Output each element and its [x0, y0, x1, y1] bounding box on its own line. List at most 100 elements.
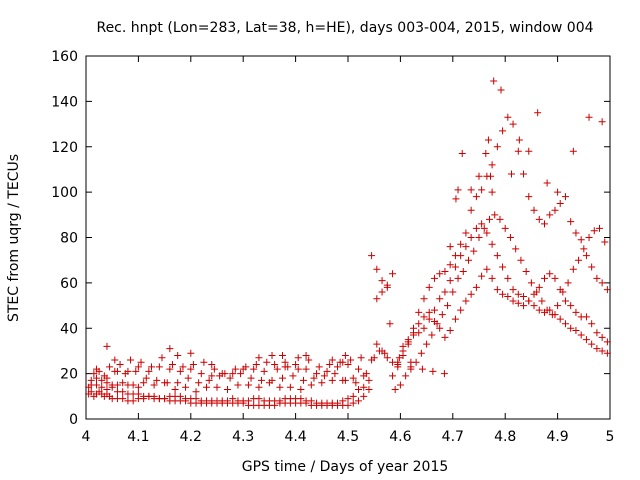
- data-point: [582, 313, 590, 321]
- data-point: [349, 399, 357, 407]
- data-point: [507, 170, 515, 178]
- data-point: [530, 206, 538, 214]
- data-point: [436, 295, 444, 303]
- data-point: [386, 320, 394, 328]
- data-point: [603, 338, 611, 346]
- data-point: [195, 379, 203, 387]
- data-point: [129, 381, 137, 389]
- y-axis: 0 20 40 60 80 100 120 140 160: [51, 49, 610, 428]
- data-point: [87, 376, 95, 384]
- data-point: [572, 308, 580, 316]
- data-point: [451, 263, 459, 271]
- data-point: [588, 340, 596, 348]
- data-point: [354, 397, 362, 405]
- data-point: [567, 302, 575, 310]
- data-point: [493, 252, 501, 260]
- data-point: [161, 395, 169, 403]
- data-point: [349, 392, 357, 400]
- x-axis: 4 4.1 4.2 4.3 4.4 4.5 4.6 4.7 4.8 4.9 5: [82, 56, 614, 445]
- data-point: [289, 372, 297, 380]
- data-point: [347, 356, 355, 364]
- data-point: [567, 324, 575, 332]
- data-point: [223, 386, 231, 394]
- data-point: [326, 361, 334, 369]
- data-point: [197, 370, 205, 378]
- data-point: [457, 240, 465, 248]
- data-point: [331, 370, 339, 378]
- data-point: [470, 247, 478, 255]
- data-point: [307, 397, 315, 405]
- data-point: [320, 372, 328, 380]
- data-point: [155, 363, 163, 371]
- data-point: [440, 370, 448, 378]
- data-point: [242, 363, 250, 371]
- data-point: [205, 376, 213, 384]
- data-point: [252, 361, 260, 369]
- data-point: [418, 365, 426, 373]
- data-point: [554, 302, 562, 310]
- data-point: [525, 147, 533, 155]
- data-point: [292, 361, 300, 369]
- data-point: [142, 374, 150, 382]
- data-point: [119, 395, 127, 403]
- data-point: [462, 243, 470, 251]
- data-point: [520, 170, 528, 178]
- data-point: [208, 372, 216, 380]
- data-point: [452, 195, 460, 203]
- data-point: [593, 274, 601, 282]
- data-point: [480, 224, 488, 232]
- data-point: [556, 286, 564, 294]
- data-point: [134, 390, 142, 398]
- data-point: [284, 363, 292, 371]
- data-point: [119, 379, 127, 387]
- data-point: [430, 317, 438, 325]
- data-point: [554, 188, 562, 196]
- data-point: [349, 374, 357, 382]
- data-point: [425, 283, 433, 291]
- data-point: [527, 279, 535, 287]
- y-tick-label: 60: [60, 276, 78, 292]
- data-point: [362, 370, 370, 378]
- data-point: [286, 383, 294, 391]
- data-point: [490, 77, 498, 85]
- data-point: [192, 395, 200, 403]
- data-point: [318, 379, 326, 387]
- data-point: [111, 356, 119, 364]
- y-tick-label: 20: [60, 367, 78, 383]
- data-point: [250, 365, 258, 373]
- data-point: [572, 327, 580, 335]
- data-point: [389, 358, 397, 366]
- data-point: [472, 283, 480, 291]
- data-point: [535, 283, 543, 291]
- data-point: [546, 211, 554, 219]
- data-point: [223, 397, 231, 405]
- data-point: [396, 381, 404, 389]
- data-point: [360, 392, 368, 400]
- data-point: [530, 302, 538, 310]
- data-point: [525, 193, 533, 201]
- x-tick-label: 4.1: [127, 429, 149, 445]
- data-point: [203, 383, 211, 391]
- data-point: [373, 295, 381, 303]
- data-point: [485, 215, 493, 223]
- data-point: [598, 118, 606, 126]
- data-point: [260, 367, 268, 375]
- data-point: [415, 308, 423, 316]
- data-point: [446, 277, 454, 285]
- data-point: [478, 272, 486, 280]
- data-point: [541, 308, 548, 316]
- x-tick-label: 4.3: [232, 429, 254, 445]
- data-point: [119, 388, 127, 396]
- data-point: [575, 256, 583, 264]
- data-point: [134, 383, 142, 391]
- data-point: [98, 376, 106, 384]
- y-tick-label: 100: [51, 185, 78, 201]
- y-tick-label: 0: [69, 412, 78, 428]
- data-point: [501, 224, 509, 232]
- data-point: [420, 324, 428, 332]
- data-point: [561, 193, 569, 201]
- data-point: [378, 288, 386, 296]
- data-point: [106, 363, 114, 371]
- data-point: [339, 397, 347, 405]
- data-point: [294, 354, 302, 362]
